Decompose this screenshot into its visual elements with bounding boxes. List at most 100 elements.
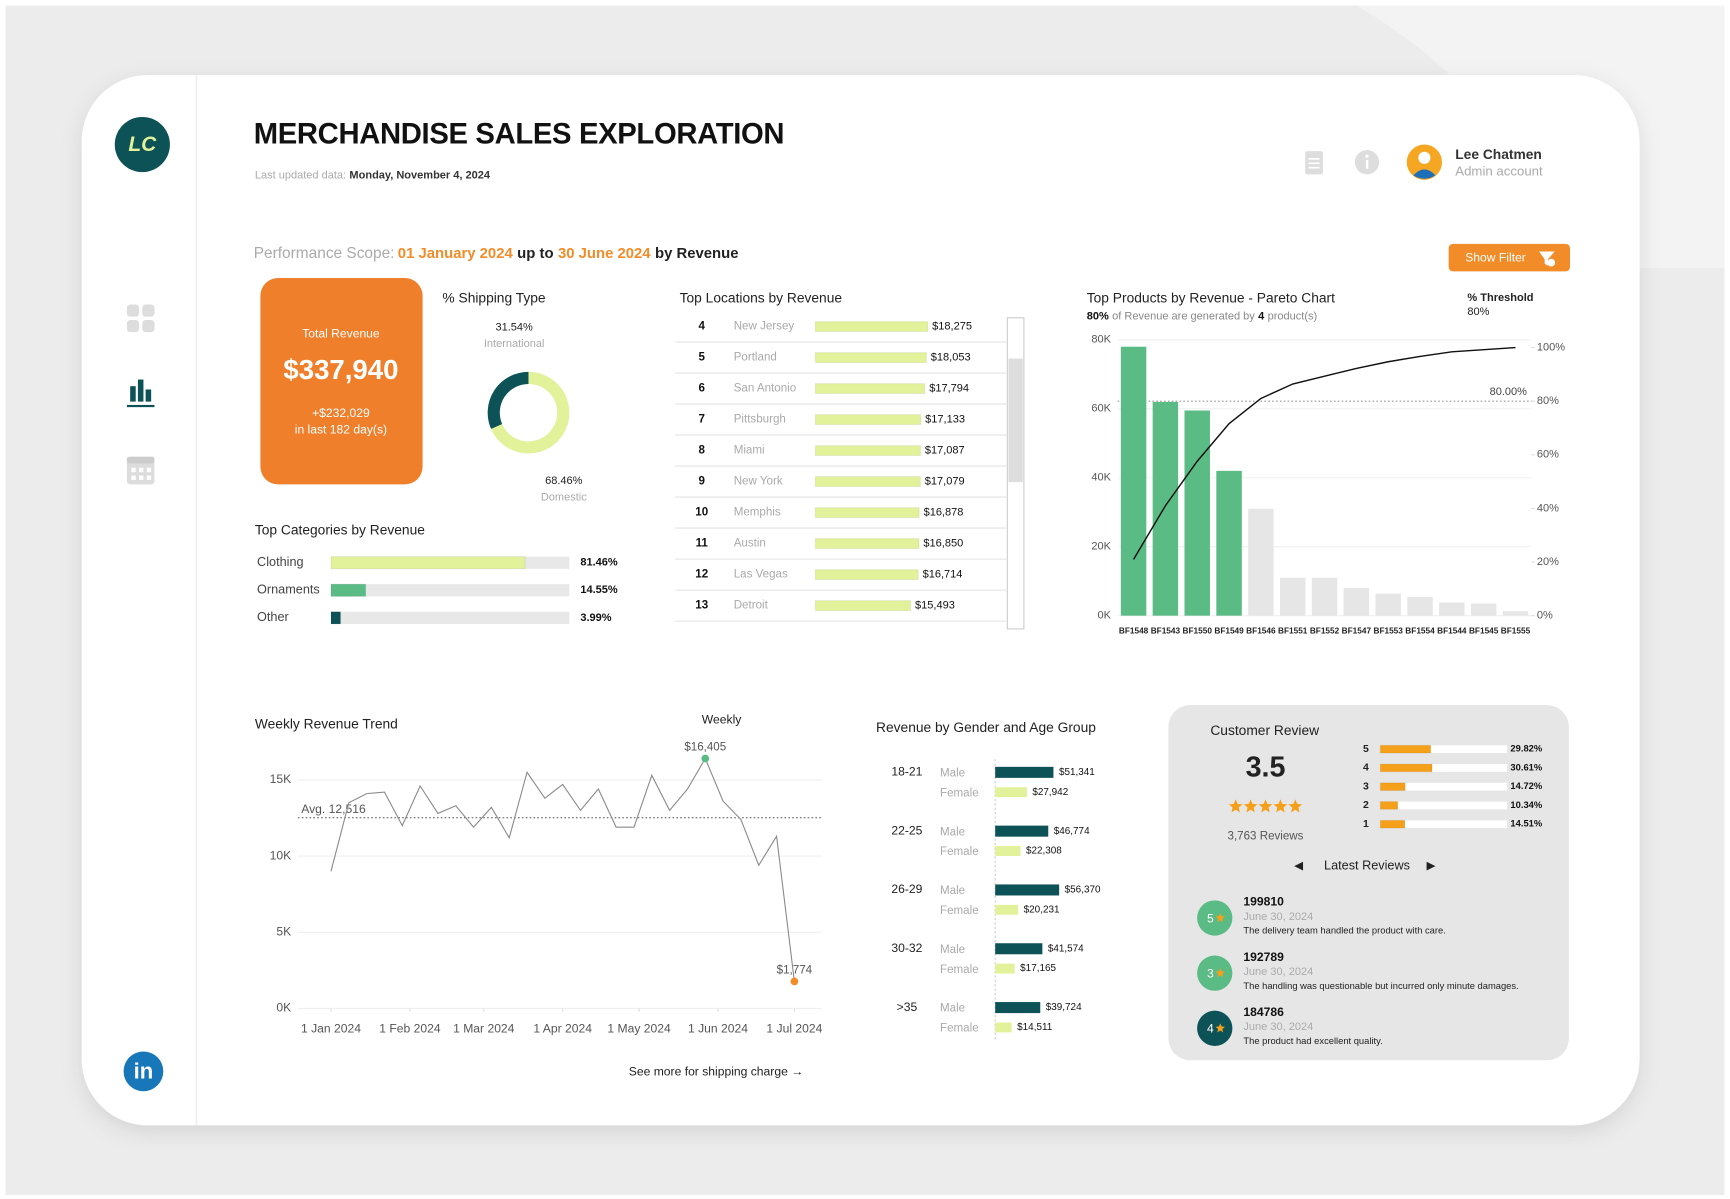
bar [1502, 611, 1529, 616]
bar [330, 556, 526, 570]
review-text: The product had excellent quality. [1243, 1036, 1382, 1046]
bar [1375, 593, 1401, 616]
filter-button[interactable] [1448, 243, 1571, 272]
rating-star [1258, 799, 1273, 813]
value-label: 14.72% [1510, 781, 1542, 791]
bar [995, 904, 1019, 915]
rank-label: 13 [695, 600, 708, 612]
threshold-title: % Threshold [1467, 292, 1533, 304]
slice-category-label: International [484, 338, 545, 350]
review-rating: 5 [1207, 911, 1214, 925]
bar [814, 600, 912, 612]
series-label: Female [940, 905, 979, 917]
x-tick-label: BF1551 [1278, 626, 1308, 635]
y-tick-label: 80K [1091, 334, 1111, 346]
point-label: $1,774 [777, 964, 813, 976]
review-rating: 4 [1207, 1022, 1214, 1036]
value-label: $18,053 [931, 351, 971, 363]
prev-review-arrow[interactable] [1294, 861, 1304, 871]
brand-text: LC [128, 133, 157, 156]
bar [814, 476, 921, 488]
donut-slice [491, 371, 570, 454]
info-icon[interactable] [1354, 150, 1380, 175]
series-label: Male [940, 1003, 965, 1015]
point-marker [790, 977, 799, 986]
x-tick-label: 1 Jun 2024 [688, 1022, 748, 1036]
nav-chart-icon[interactable] [126, 379, 155, 408]
category-label: Ornaments [257, 583, 320, 597]
bar [995, 943, 1043, 955]
x-tick-label: BF1550 [1183, 626, 1213, 635]
latest-reviews-title: Latest Reviews [1324, 858, 1410, 872]
category-label: Las Vegas [734, 569, 788, 581]
scope-line: Performance Scope: 01 January 2024 up to 30… [254, 245, 739, 262]
rank-label: 10 [695, 507, 708, 519]
trend-line [330, 757, 795, 982]
icon-part [1539, 251, 1555, 266]
chart-title: Revenue by Gender and Age Group [876, 720, 1096, 735]
nav-calendar-icon[interactable] [126, 456, 155, 485]
value-label: $22,308 [1026, 846, 1062, 857]
icon-part [126, 456, 155, 464]
category-label: San Antonio [734, 383, 796, 395]
scrollbar-thumb[interactable] [1008, 358, 1023, 483]
nav-grid-icon[interactable] [126, 304, 155, 333]
category-label: Miami [734, 445, 765, 457]
bar [995, 787, 1027, 798]
review-rating: 3 [1207, 966, 1214, 980]
threshold-value: 80% [1467, 306, 1489, 318]
value-label: $16,714 [923, 569, 963, 581]
icon-part [1365, 154, 1369, 158]
bar-track [1380, 745, 1508, 754]
bar-track [330, 611, 570, 624]
value-label: $17,133 [925, 414, 965, 426]
rank-label: 6 [698, 383, 705, 395]
bar [814, 445, 922, 457]
x-tick-label: BF1544 [1437, 626, 1467, 635]
next-review-arrow[interactable] [1426, 861, 1436, 871]
bar-track [1380, 782, 1508, 791]
bar-track [1380, 764, 1508, 772]
icon-part [139, 467, 144, 473]
y2-tick-label: 20% [1537, 556, 1559, 568]
bar [1311, 577, 1338, 616]
rank-label: 4 [698, 321, 705, 333]
scrollbar-track[interactable] [1006, 317, 1025, 630]
brand-logo [114, 116, 170, 173]
value-label: $39,724 [1046, 1002, 1082, 1013]
rank-label: 11 [696, 538, 709, 550]
review-count: 3,763 Reviews [1228, 830, 1304, 842]
value-label: $17,794 [929, 383, 969, 395]
category-label: 5 [1363, 744, 1369, 755]
category-label: Other [257, 610, 289, 624]
bar [995, 825, 1049, 837]
series-label: Female [940, 787, 979, 799]
bar [995, 766, 1054, 778]
rank-label: 7 [698, 414, 704, 426]
text-part: 80% [1087, 311, 1109, 323]
y2-tick-label: 100% [1537, 341, 1565, 353]
chart-title: Top Products by Revenue - Pareto Chart [1087, 291, 1335, 306]
rating-value: 3.5 [1246, 752, 1286, 784]
footer-link[interactable]: See more for shipping charge → [629, 1065, 804, 1079]
rank-label: 5 [698, 352, 705, 364]
kpi-value: $337,940 [283, 354, 398, 385]
bar [1343, 588, 1370, 616]
series-label: Female [940, 964, 979, 976]
y2-tick-label: 40% [1537, 502, 1559, 514]
review-id: 192789 [1243, 950, 1284, 964]
text-part: 30 June 2024 [558, 246, 651, 262]
review-text: The delivery team handled the product wi… [1243, 926, 1445, 936]
rating-star [1228, 799, 1243, 813]
avatar[interactable] [1406, 144, 1443, 180]
icon-part [130, 386, 136, 402]
x-tick-label: BF1546 [1246, 626, 1276, 635]
slice-value-label: 31.54% [495, 322, 533, 334]
rating-star [1288, 799, 1303, 813]
report-icon[interactable] [1305, 151, 1323, 175]
series-label: Male [940, 944, 965, 956]
linkedin-icon[interactable] [123, 1051, 164, 1092]
bar [1120, 346, 1147, 616]
icon-part [1365, 159, 1369, 169]
